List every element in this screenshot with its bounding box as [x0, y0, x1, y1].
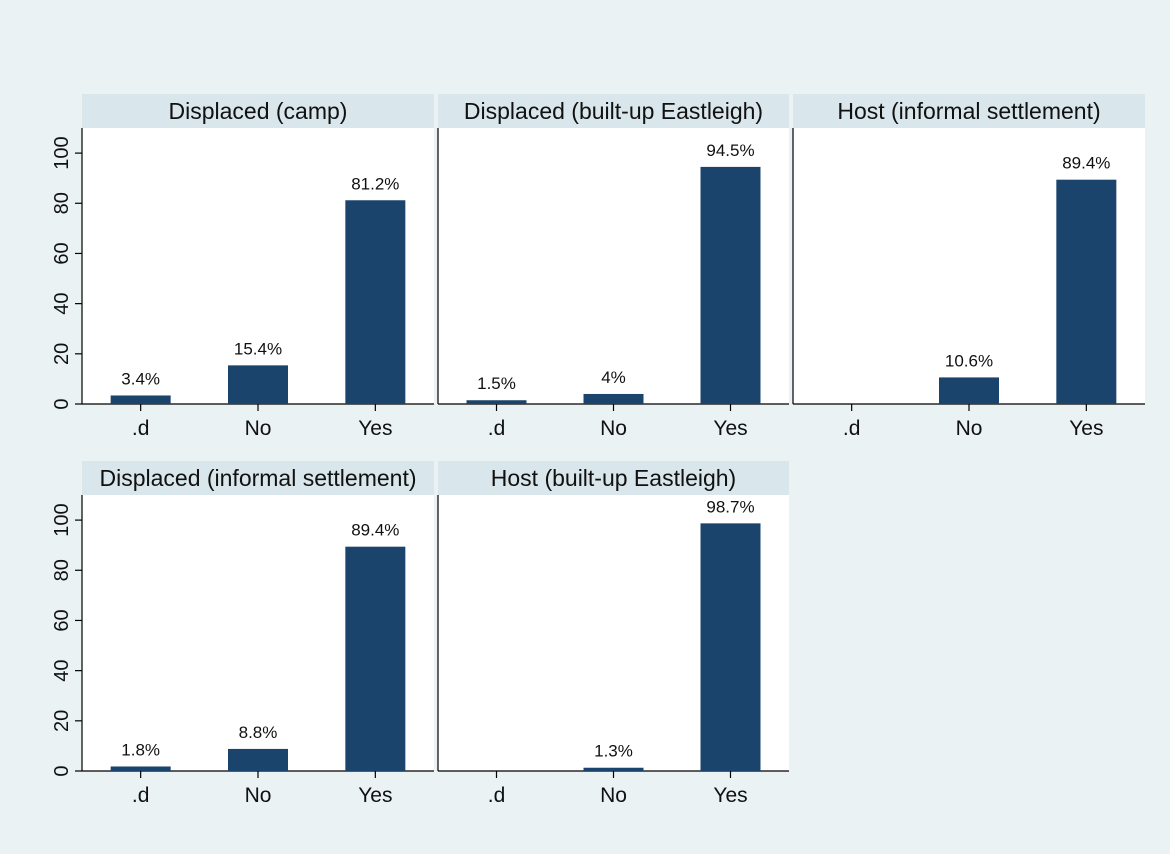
panel-header: [438, 94, 789, 128]
bar: [583, 393, 644, 404]
bar: [466, 400, 527, 404]
y-tick-label: 80: [51, 192, 73, 214]
bar: [345, 546, 406, 771]
panel-header: [793, 94, 1145, 128]
data-label: 1.3%: [594, 742, 633, 761]
y-tick-label: 40: [51, 293, 73, 315]
x-tick-label: Yes: [358, 784, 392, 807]
panel-title: Displaced (informal settlement): [99, 465, 416, 491]
y-tick-label: 60: [51, 242, 73, 264]
x-tick-label: .d: [488, 784, 506, 807]
y-tick-label: 20: [51, 710, 73, 732]
bar: [583, 767, 644, 771]
panel-title: Host (informal settlement): [837, 98, 1100, 124]
data-label: 94.5%: [706, 141, 754, 160]
x-tick-label: No: [600, 417, 627, 440]
y-tick-label: 100: [51, 503, 73, 536]
y-tick-label: 40: [51, 660, 73, 682]
x-tick-label: No: [956, 417, 983, 440]
bar: [228, 748, 288, 771]
data-label: 15.4%: [234, 339, 282, 358]
data-label: 4%: [601, 368, 626, 387]
bar: [939, 377, 999, 404]
panel-header: [82, 461, 434, 495]
data-label: 1.5%: [477, 374, 516, 393]
panel-title: Displaced (built-up Eastleigh): [464, 98, 763, 124]
data-label: 89.4%: [1062, 154, 1110, 173]
faceted-bar-chart: Displaced (camp) 0 20 40 60 80 100 .d 3.4% No 15.4…: [51, 94, 1145, 807]
figure-background: Displaced (camp) 0 20 40 60 80 100 .d 3.4% No 15.4…: [4, 4, 1166, 849]
panel-title: Host (built-up Eastleigh): [491, 465, 736, 491]
y-tick-label: 100: [51, 136, 73, 169]
data-label: 98.7%: [706, 497, 754, 516]
x-tick-label: No: [600, 784, 627, 807]
x-tick-label: .d: [488, 417, 506, 440]
data-label: 8.8%: [239, 723, 278, 742]
x-tick-label: No: [245, 784, 272, 807]
x-tick-label: .d: [843, 417, 861, 440]
panel-title: Displaced (camp): [169, 98, 348, 124]
bar: [1056, 179, 1117, 404]
x-tick-label: Yes: [358, 417, 392, 440]
x-tick-label: Yes: [1069, 417, 1103, 440]
y-tick-label: 80: [51, 559, 73, 581]
x-tick-label: .d: [132, 784, 150, 807]
data-label: 81.2%: [351, 174, 399, 193]
data-label: 3.4%: [121, 369, 160, 388]
x-tick-label: Yes: [713, 417, 747, 440]
y-tick-label: 0: [51, 765, 73, 776]
bar: [700, 523, 761, 771]
y-tick-label: 60: [51, 609, 73, 631]
bar: [228, 365, 288, 404]
y-tick-label: 0: [51, 398, 73, 409]
bar: [345, 200, 406, 404]
x-tick-label: No: [245, 417, 272, 440]
bar: [110, 395, 171, 404]
x-tick-label: Yes: [713, 784, 747, 807]
data-label: 89.4%: [351, 521, 399, 540]
bar: [700, 166, 761, 404]
x-tick-label: .d: [132, 417, 150, 440]
data-label: 1.8%: [121, 740, 160, 759]
panel-header: [82, 94, 434, 128]
bar: [110, 766, 171, 771]
data-label: 10.6%: [945, 351, 993, 370]
panel-header: [438, 461, 789, 495]
y-tick-label: 20: [51, 343, 73, 365]
